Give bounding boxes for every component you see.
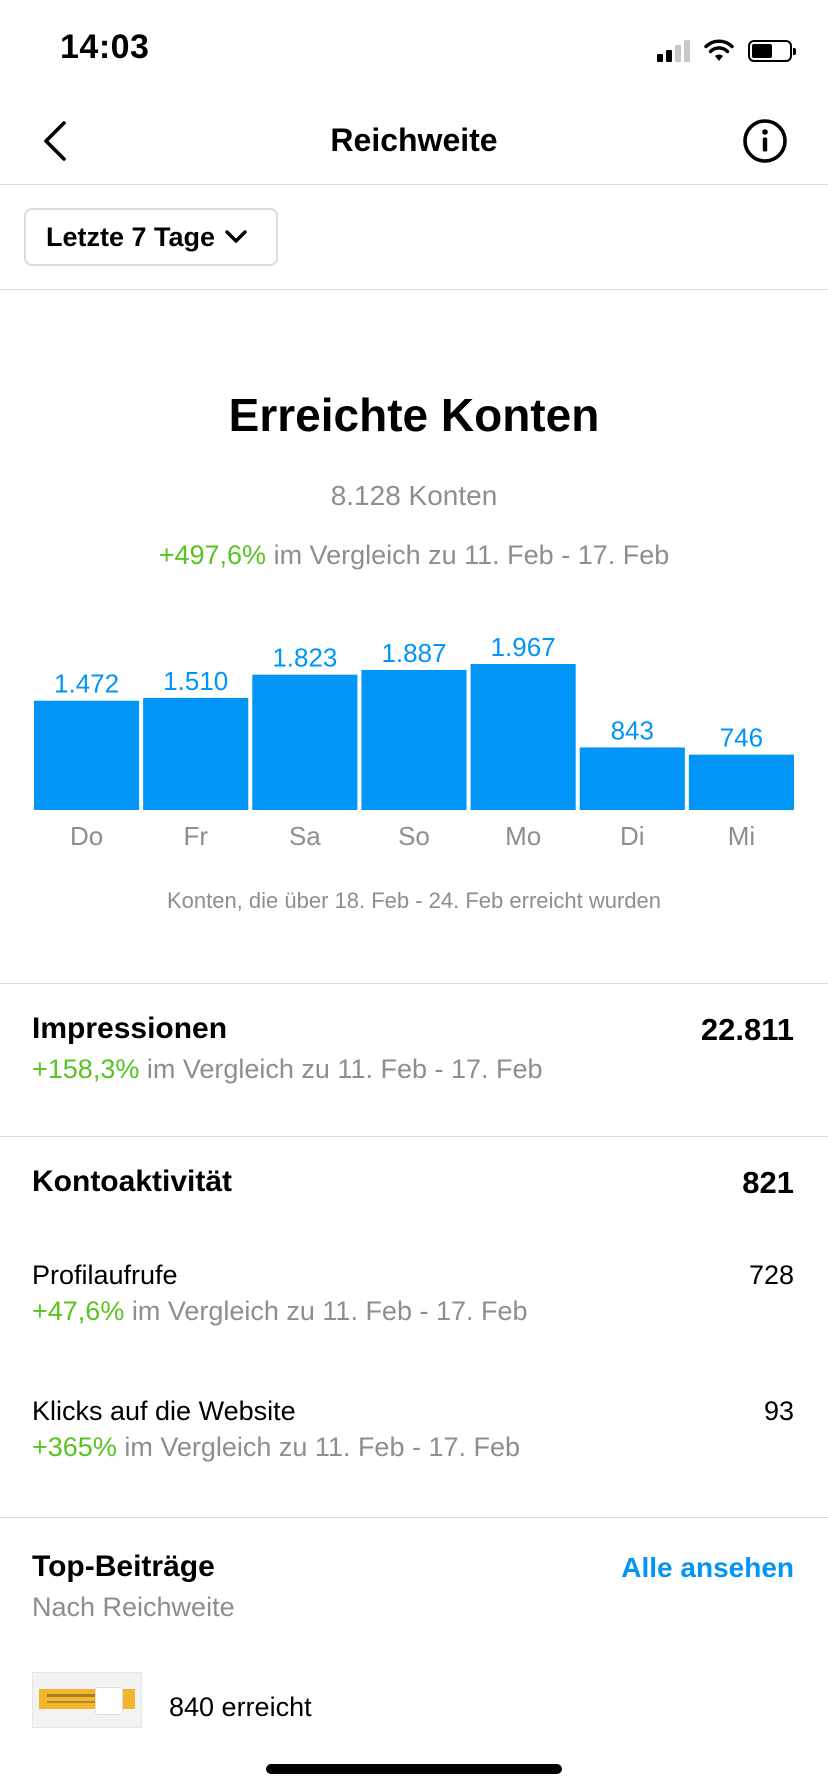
website-clicks-compare: +365% im Vergleich zu 11. Feb - 17. Feb <box>32 1432 520 1463</box>
x-tick-label: Mo <box>505 821 541 850</box>
date-range-dropdown[interactable]: Letzte 7 Tage <box>24 208 278 266</box>
x-tick-label: Di <box>620 821 645 850</box>
post-thumbnail[interactable] <box>32 1672 142 1728</box>
bar-Mi[interactable] <box>688 754 794 810</box>
status-icons <box>657 36 796 66</box>
bar-value-label: 1.887 <box>381 638 446 668</box>
top-posts-title: Top-Beiträge <box>32 1550 215 1583</box>
bar-Di[interactable] <box>579 747 685 810</box>
website-clicks-value: 93 <box>763 1396 794 1426</box>
battery-icon <box>748 40 796 62</box>
status-time: 14:03 <box>60 28 150 66</box>
website-clicks-row: Klicks auf die Website 93 +365% im Vergl… <box>32 1396 794 1472</box>
bar-Sa[interactable] <box>252 674 358 810</box>
website-clicks-compare-text: im Vergleich zu 11. Feb - 17. Feb <box>116 1432 521 1462</box>
page-title: Reichweite <box>330 122 498 158</box>
see-all-link[interactable]: Alle ansehen <box>621 1552 794 1583</box>
reach-compare-text: im Vergleich zu 11. Feb - 17. Feb <box>266 540 670 570</box>
nav-bar: Reichweite <box>0 100 828 185</box>
profile-views-row: Profilaufrufe 728 +47,6% im Vergleich zu… <box>32 1260 794 1336</box>
profile-views-change: +47,6% <box>32 1296 125 1326</box>
divider <box>0 1517 828 1518</box>
bar-Do[interactable] <box>34 700 140 810</box>
account-activity-label: Kontoaktivität <box>32 1165 233 1198</box>
date-range-label: Letzte 7 Tage <box>46 221 216 252</box>
chart-caption: Konten, die über 18. Feb - 24. Feb errei… <box>166 888 662 913</box>
impressions-value: 22.811 <box>700 1012 794 1047</box>
profile-views-compare-text: im Vergleich zu 11. Feb - 17. Feb <box>124 1296 528 1326</box>
x-tick-label: So <box>398 821 430 850</box>
bar-value-label: 1.823 <box>272 643 337 673</box>
website-clicks-change: +365% <box>32 1432 117 1462</box>
bar-Mo[interactable] <box>470 664 576 810</box>
impressions-compare: +158,3% im Vergleich zu 11. Feb - 17. Fe… <box>32 1054 543 1085</box>
x-tick-label: Sa <box>289 821 321 850</box>
profile-views-label: Profilaufrufe <box>32 1260 178 1290</box>
impressions-label: Impressionen <box>32 1012 228 1045</box>
divider <box>0 983 828 984</box>
reach-bar-chart: 1.472 Do 1.510 Fr 1.823 Sa 1.887 So 1.967 Mo 843 Di… <box>34 620 794 850</box>
signal-icon <box>657 40 690 62</box>
home-indicator[interactable] <box>266 1764 562 1774</box>
top-posts-section: Top-Beiträge Nach Reichweite Alle ansehe… <box>32 1550 794 1730</box>
bar-value-label: 746 <box>720 723 763 753</box>
x-tick-label: Fr <box>183 821 208 850</box>
profile-views-compare: +47,6% im Vergleich zu 11. Feb - 17. Feb <box>32 1296 528 1327</box>
divider <box>0 1136 828 1137</box>
account-activity-value: 821 <box>742 1165 794 1200</box>
website-clicks-label: Klicks auf die Website <box>32 1396 296 1426</box>
bar-value-label: 1.967 <box>491 632 556 662</box>
x-tick-label: Mi <box>728 821 755 850</box>
status-bar: 14:03 <box>0 0 828 100</box>
reach-bar-chart-svg: 1.472 Do 1.510 Fr 1.823 Sa 1.887 So 1.967 Mo 843 Di… <box>34 632 794 850</box>
account-activity-row: Kontoaktivität 821 <box>32 1165 794 1209</box>
bar-Fr[interactable] <box>143 697 249 810</box>
bar-So[interactable] <box>361 669 467 810</box>
bar-value-label: 1.510 <box>163 666 228 696</box>
back-button[interactable] <box>28 114 82 168</box>
reach-change: +497,6% <box>158 540 267 570</box>
bar-value-label: 843 <box>611 715 654 745</box>
top-post-item[interactable]: 840 erreicht <box>32 1672 732 1728</box>
x-tick-label: Do <box>70 821 103 850</box>
top-posts-subtitle: Nach Reichweite <box>32 1592 235 1622</box>
impressions-compare-text: im Vergleich zu 11. Feb - 17. Feb <box>139 1054 543 1084</box>
bar-value-label: 1.472 <box>54 669 119 699</box>
reach-compare: +497,6% im Vergleich zu 11. Feb - 17. Fe… <box>0 540 828 571</box>
info-button[interactable] <box>738 114 792 168</box>
impressions-row: Impressionen 22.811 +158,3% im Vergleich… <box>32 1012 794 1092</box>
reach-count: 8.128 Konten <box>330 480 498 511</box>
profile-views-value: 728 <box>748 1260 794 1290</box>
chevron-down-icon <box>225 230 247 243</box>
filter-row: Letzte 7 Tage <box>0 185 828 290</box>
wifi-icon <box>704 39 734 61</box>
reach-title: Erreichte Konten <box>228 389 600 441</box>
info-icon <box>743 119 787 163</box>
chevron-left-icon <box>44 121 66 161</box>
impressions-change: +158,3% <box>32 1054 140 1084</box>
post-reach-label: 840 erreicht <box>169 1692 312 1722</box>
